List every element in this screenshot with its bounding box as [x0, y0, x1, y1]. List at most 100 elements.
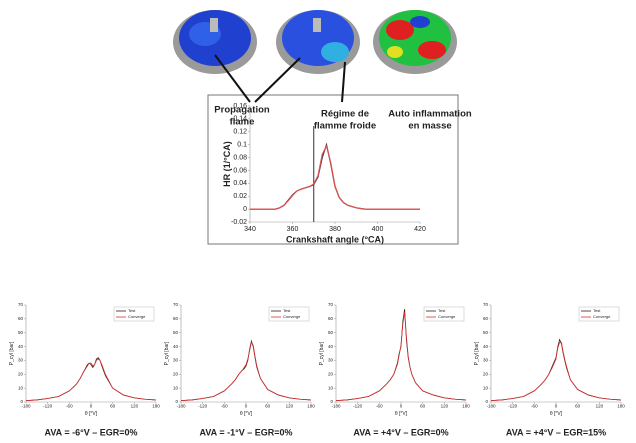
- data-line: [490, 342, 622, 402]
- y-tick-label: 0.14: [233, 116, 247, 123]
- x-tick-label: 180: [462, 404, 470, 409]
- legend-label: Test: [593, 308, 601, 313]
- x-tick-label: -60: [221, 404, 228, 409]
- annotation: Régime de: [321, 109, 369, 120]
- y-axis-label: P_cyl [bar]: [164, 341, 170, 365]
- y-tick-label: 0: [175, 399, 178, 404]
- y-tick-label: 40: [328, 344, 334, 349]
- data-line: [25, 357, 157, 402]
- legend-label: Test: [128, 308, 136, 313]
- x-axis-label: θ [°V]: [240, 411, 253, 417]
- x-tick-label: -60: [531, 404, 538, 409]
- x-tick-label: 0: [245, 404, 248, 409]
- chart-title: AVA = +4°V – EGR=15%: [506, 427, 606, 437]
- data-line: [180, 339, 312, 402]
- x-tick-label: -60: [376, 404, 383, 409]
- y-tick-label: 10: [18, 385, 24, 390]
- y-tick-label: 70: [173, 302, 179, 307]
- y-tick-label: 60: [483, 316, 489, 321]
- y-tick-label: 0.12: [233, 129, 247, 136]
- y-tick-label: 60: [328, 316, 334, 321]
- data-line: [335, 311, 467, 402]
- x-tick-label: 340: [244, 226, 256, 233]
- annotation: Propagation: [214, 105, 270, 116]
- x-tick-label: 60: [420, 404, 426, 409]
- legend-label: Converge: [438, 314, 456, 319]
- x-tick-label: 180: [617, 404, 625, 409]
- y-tick-label: -0.02: [231, 219, 247, 226]
- x-tick-label: 0: [555, 404, 558, 409]
- x-tick-label: -120: [198, 404, 208, 409]
- y-tick-label: 0: [243, 206, 247, 213]
- x-tick-label: 0: [90, 404, 93, 409]
- y-tick-label: 50: [483, 330, 489, 335]
- annotation: flame: [230, 117, 255, 128]
- data-line: [25, 358, 157, 402]
- y-tick-label: 60: [173, 316, 179, 321]
- y-tick-label: 70: [483, 302, 489, 307]
- x-axis-label: Crankshaft angle (°CA): [286, 234, 384, 244]
- x-tick-label: -180: [176, 404, 186, 409]
- x-tick-label: 420: [414, 226, 426, 233]
- x-tick-label: -60: [66, 404, 73, 409]
- x-tick-label: 400: [372, 226, 384, 233]
- y-tick-label: 50: [173, 330, 179, 335]
- x-tick-label: 120: [286, 404, 294, 409]
- arrows: [214, 54, 346, 103]
- y-tick-label: 10: [173, 385, 179, 390]
- data-line: [180, 341, 312, 402]
- y-tick-label: 0.16: [233, 103, 247, 110]
- y-tick-label: 10: [483, 385, 489, 390]
- x-tick-label: -120: [43, 404, 53, 409]
- y-tick-label: 40: [483, 344, 489, 349]
- chart-title: AVA = +4°V – EGR=0%: [353, 427, 448, 437]
- y-tick-label: 30: [483, 358, 489, 363]
- y-tick-label: 70: [328, 302, 334, 307]
- legend-box: [578, 306, 620, 322]
- x-tick-label: 180: [307, 404, 315, 409]
- legend-box: [268, 306, 310, 322]
- y-tick-label: 0.02: [233, 193, 247, 200]
- x-axis-label: θ [°V]: [85, 411, 98, 417]
- y-tick-label: 0.04: [233, 180, 247, 187]
- annotation: Auto inflammation: [388, 109, 472, 120]
- y-tick-label: 70: [18, 302, 24, 307]
- y-tick-label: 30: [173, 358, 179, 363]
- x-axis-label: θ [°V]: [395, 411, 408, 417]
- y-axis-label: P_cyl [bar]: [9, 341, 15, 365]
- x-tick-label: 0: [400, 404, 403, 409]
- x-tick-label: 360: [287, 226, 299, 233]
- x-tick-label: 120: [596, 404, 604, 409]
- legend-label: Converge: [593, 314, 611, 319]
- y-tick-label: 30: [328, 358, 334, 363]
- y-tick-label: 0: [20, 399, 23, 404]
- chart-title: AVA = -1°V – EGR=0%: [200, 427, 293, 437]
- legend-label: Test: [283, 308, 291, 313]
- y-axis-label: P_cyl [bar]: [319, 341, 325, 365]
- y-tick-label: 60: [18, 316, 24, 321]
- x-tick-label: 380: [329, 226, 341, 233]
- legend-box: [423, 306, 465, 322]
- y-tick-label: 50: [328, 330, 334, 335]
- x-tick-label: -120: [508, 404, 518, 409]
- x-tick-label: -180: [331, 404, 341, 409]
- x-tick-label: -120: [353, 404, 363, 409]
- y-tick-label: 40: [173, 344, 179, 349]
- legend-label: Test: [438, 308, 446, 313]
- x-tick-label: -180: [21, 404, 31, 409]
- y-tick-label: 0.06: [233, 167, 247, 174]
- legend-box: [113, 306, 155, 322]
- y-tick-label: 20: [483, 371, 489, 376]
- legend-label: Converge: [128, 314, 146, 319]
- y-tick-label: 0.1: [237, 142, 247, 149]
- y-axis-label: P_cyl [bar]: [474, 341, 480, 365]
- cfd-image-1: [173, 10, 257, 74]
- chart-box: [207, 94, 459, 245]
- y-tick-label: 20: [18, 371, 24, 376]
- data-line: [490, 338, 622, 402]
- x-tick-label: 180: [152, 404, 160, 409]
- y-tick-label: 30: [18, 358, 24, 363]
- y-tick-label: 20: [173, 371, 179, 376]
- x-tick-label: 120: [441, 404, 449, 409]
